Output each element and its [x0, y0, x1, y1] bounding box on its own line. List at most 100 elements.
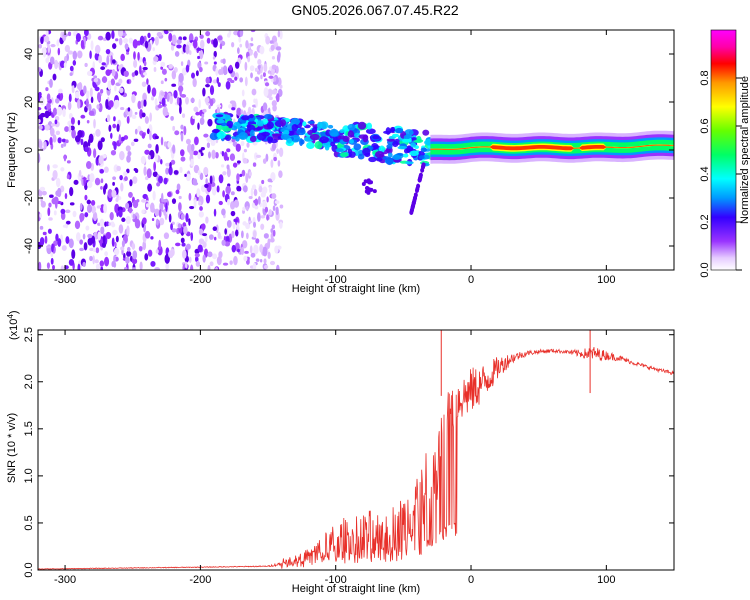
- noise-speck: [38, 67, 42, 72]
- noise-speck: [126, 168, 130, 174]
- signal-blob: [372, 189, 377, 194]
- noise-speck: [271, 89, 278, 95]
- noise-speck: [85, 98, 89, 108]
- noise-speck: [161, 97, 166, 107]
- signal-blob: [402, 138, 411, 143]
- noise-speck: [111, 30, 115, 40]
- noise-speck: [229, 100, 236, 105]
- noise-speck: [154, 36, 159, 46]
- noise-speck: [231, 230, 235, 239]
- noise-speck: [236, 248, 240, 253]
- noise-speck: [52, 107, 58, 116]
- snr-x-tick-label: -300: [54, 574, 76, 586]
- noise-speck: [131, 72, 136, 78]
- noise-speck: [271, 224, 276, 230]
- noise-speck: [210, 140, 216, 146]
- noise-speck: [47, 164, 50, 172]
- noise-speck: [89, 50, 92, 60]
- noise-speck: [153, 161, 157, 172]
- noise-speck: [75, 32, 81, 42]
- noise-speck: [55, 130, 61, 136]
- noise-speck: [100, 137, 105, 143]
- noise-speck: [172, 125, 176, 131]
- snr-y-tick-label: 2.5: [23, 327, 35, 342]
- signal-blob: [410, 203, 415, 209]
- noise-speck: [105, 99, 109, 110]
- noise-speck: [255, 238, 260, 244]
- noise-speck: [42, 231, 47, 236]
- noise-speck: [253, 50, 258, 59]
- noise-speck: [168, 63, 173, 69]
- noise-speck: [201, 113, 205, 119]
- noise-speck: [38, 118, 41, 124]
- noise-speck: [86, 204, 93, 213]
- noise-speck: [240, 246, 245, 255]
- noise-speck: [197, 122, 200, 130]
- noise-speck: [260, 215, 266, 219]
- noise-speck: [241, 89, 245, 97]
- noise-speck: [248, 171, 252, 177]
- noise-speck: [57, 47, 61, 56]
- noise-speck: [208, 234, 214, 240]
- snr-y-tick-label: 2.0: [23, 374, 35, 389]
- noise-speck: [262, 102, 268, 111]
- noise-speck: [160, 159, 163, 165]
- noise-speck: [233, 218, 238, 223]
- noise-speck: [101, 62, 106, 66]
- noise-speck: [185, 64, 190, 73]
- noise-speck: [76, 83, 81, 90]
- noise-speck: [46, 245, 52, 249]
- signal-blob: [365, 128, 376, 135]
- noise-speck: [57, 187, 62, 198]
- noise-speck: [268, 209, 273, 216]
- noise-speck: [69, 72, 73, 77]
- noise-speck: [118, 78, 123, 84]
- noise-speck: [247, 56, 251, 63]
- noise-speck: [83, 176, 86, 187]
- snr-x-tick-label: -100: [325, 574, 347, 586]
- noise-speck: [123, 266, 128, 270]
- noise-speck: [125, 202, 130, 209]
- noise-speck: [99, 169, 105, 174]
- noise-speck: [263, 87, 269, 97]
- noise-speck: [74, 220, 81, 230]
- noise-speck: [221, 208, 226, 216]
- noise-speck: [60, 265, 65, 270]
- noise-speck: [101, 242, 107, 248]
- noise-speck: [276, 264, 280, 270]
- noise-speck: [253, 98, 257, 104]
- noise-speck: [131, 114, 137, 120]
- noise-speck: [85, 225, 90, 231]
- signal-blob: [347, 148, 353, 154]
- signal-blob: [347, 123, 356, 131]
- noise-speck: [239, 173, 243, 178]
- noise-speck: [144, 176, 149, 181]
- signal-blob: [392, 154, 401, 161]
- noise-speck: [55, 177, 61, 188]
- noise-speck: [181, 249, 187, 259]
- noise-speck: [234, 61, 240, 69]
- noise-speck: [49, 127, 55, 137]
- signal-blob: [283, 135, 291, 139]
- noise-speck: [95, 247, 100, 254]
- noise-speck: [107, 188, 113, 199]
- noise-speck: [215, 67, 219, 76]
- noise-speck: [255, 258, 260, 262]
- noise-speck: [154, 208, 160, 217]
- noise-speck: [267, 240, 271, 249]
- noise-speck: [209, 175, 213, 185]
- noise-speck: [157, 104, 163, 109]
- noise-speck: [150, 260, 156, 267]
- noise-speck: [180, 124, 184, 130]
- noise-speck: [183, 125, 187, 136]
- noise-speck: [232, 219, 236, 230]
- noise-speck: [152, 190, 156, 201]
- noise-speck: [217, 82, 221, 88]
- signal-blob: [385, 157, 394, 166]
- noise-speck: [155, 218, 159, 226]
- noise-speck: [160, 80, 164, 85]
- noise-speck: [123, 70, 129, 77]
- noise-speck: [260, 223, 265, 230]
- noise-speck: [211, 253, 218, 260]
- noise-speck: [179, 87, 182, 97]
